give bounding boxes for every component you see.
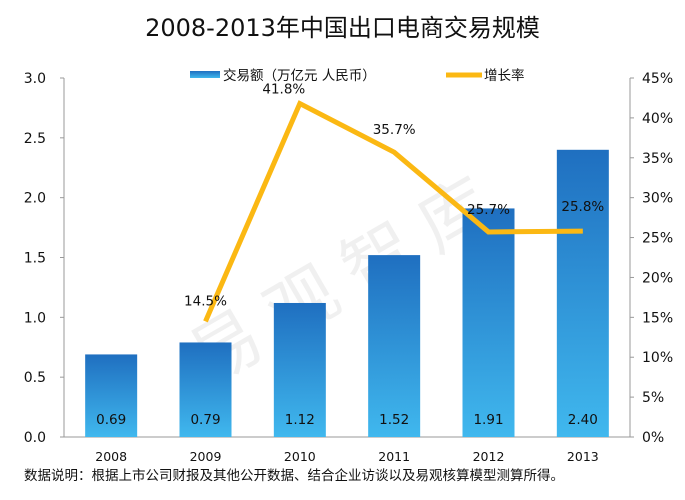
x-tick-label: 2009 <box>190 449 222 464</box>
line-label: 35.7% <box>373 122 416 138</box>
right-tick-label: 10% <box>642 350 673 366</box>
x-tick-label: 2008 <box>95 449 127 464</box>
right-tick-label: 25% <box>642 231 673 247</box>
x-tick-label: 2011 <box>378 449 410 464</box>
left-tick-label: 0.5 <box>24 370 46 386</box>
left-tick-label: 0.0 <box>24 430 46 446</box>
x-tick-label: 2013 <box>567 449 599 464</box>
left-tick-label: 1.0 <box>24 310 46 326</box>
left-tick-label: 2.0 <box>24 191 46 207</box>
line-label: 41.8% <box>262 82 305 98</box>
bar-2011 <box>368 255 421 437</box>
right-tick-label: 0% <box>642 430 664 446</box>
x-tick-label: 2012 <box>473 449 505 464</box>
right-tick-label: 40% <box>642 111 673 127</box>
bar-label: 0.69 <box>96 412 126 428</box>
bar-2008 <box>85 354 138 437</box>
x-tick-label: 2010 <box>284 449 316 464</box>
legend-bar-swatch <box>190 71 220 78</box>
bar-2013 <box>556 149 609 438</box>
right-tick-label: 35% <box>642 151 673 167</box>
bar-label: 1.91 <box>473 412 503 428</box>
line-label: 25.7% <box>467 202 510 218</box>
right-tick-label: 45% <box>642 71 673 87</box>
bar-2012 <box>462 208 515 437</box>
right-tick-label: 30% <box>642 191 673 207</box>
right-tick-label: 5% <box>642 390 664 406</box>
bar-label: 1.12 <box>285 412 315 428</box>
left-tick-label: 2.5 <box>24 131 46 147</box>
data-note: 数据说明：根据上市公司财报及其他公开数据、结合企业访谈以及易观核算模型测算所得。 <box>24 468 564 484</box>
right-tick-label: 20% <box>642 270 673 286</box>
right-tick-label: 15% <box>642 310 673 326</box>
chart-title: 2008-2013年中国出口电商交易规模 <box>145 14 540 42</box>
line-label: 25.8% <box>561 199 604 215</box>
legend-line-label: 增长率 <box>484 67 525 84</box>
left-tick-label: 3.0 <box>24 71 46 87</box>
left-tick-label: 1.5 <box>24 251 46 267</box>
growth-line <box>203 100 583 323</box>
bar-label: 0.79 <box>190 412 220 428</box>
bar-label: 1.52 <box>379 412 409 428</box>
legend-bar-label: 交易额（万亿元 人民币） <box>223 67 376 84</box>
bar-2009 <box>179 342 232 437</box>
bar-2010 <box>273 302 326 437</box>
bar-label: 2.40 <box>568 412 598 428</box>
line-label: 14.5% <box>184 293 227 309</box>
